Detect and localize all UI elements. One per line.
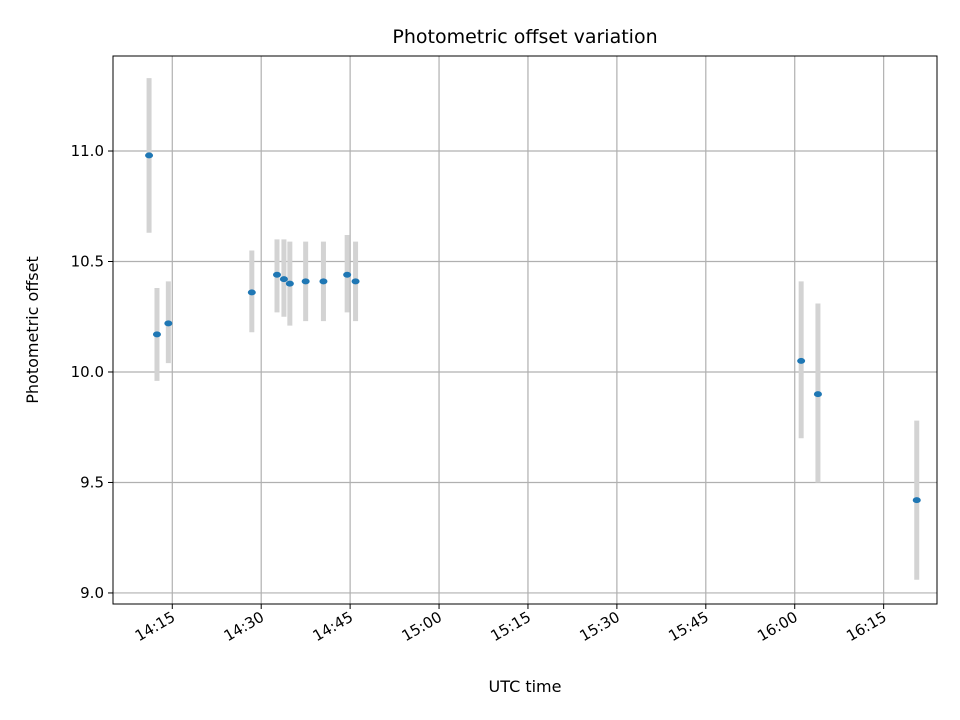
data-point (152, 331, 161, 338)
chart-title: Photometric offset variation (392, 26, 657, 48)
plot-frame (112, 55, 938, 605)
data-point (797, 357, 806, 364)
data-point (351, 278, 360, 285)
x-tick-label: 16:00 (754, 608, 800, 645)
x-tick-label: 16:15 (843, 608, 889, 645)
data-point (273, 271, 282, 278)
x-tick-label: 14:45 (310, 608, 356, 645)
y-tick-label: 11.0 (71, 142, 104, 160)
y-tick-label: 9.5 (80, 473, 104, 491)
error-bars (146, 78, 920, 580)
data-point (912, 497, 921, 504)
data-point (247, 289, 256, 296)
x-tick-label: 14:30 (221, 608, 267, 645)
data-point (279, 276, 288, 283)
data-point (813, 391, 822, 398)
grid (113, 56, 937, 604)
axis-ticks: 14:15 14:30 14:45 15:00 15:15 15:30 15:45 16:00… (71, 142, 890, 645)
x-tick-label: 15:15 (488, 608, 534, 645)
data-point (301, 278, 310, 285)
y-tick-label: 10.5 (71, 253, 104, 271)
y-tick-label: 10.0 (71, 363, 104, 381)
x-tick-label: 15:30 (576, 608, 622, 645)
data-point (285, 280, 294, 287)
x-tick-label: 15:45 (665, 608, 711, 645)
data-point (343, 271, 352, 278)
data-points (145, 152, 921, 504)
x-tick-label: 14:15 (132, 608, 178, 645)
y-tick-label: 9.0 (80, 584, 104, 602)
data-point (145, 152, 154, 159)
y-axis-label: Photometric offset (23, 256, 42, 404)
x-tick-label: 15:00 (399, 608, 445, 645)
data-point (319, 278, 328, 285)
data-point (164, 320, 173, 327)
x-axis-label: UTC time (489, 677, 562, 696)
